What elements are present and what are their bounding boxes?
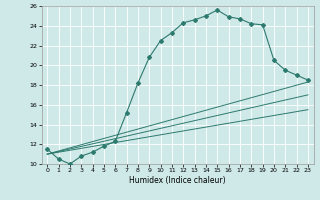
X-axis label: Humidex (Indice chaleur): Humidex (Indice chaleur) — [129, 176, 226, 185]
